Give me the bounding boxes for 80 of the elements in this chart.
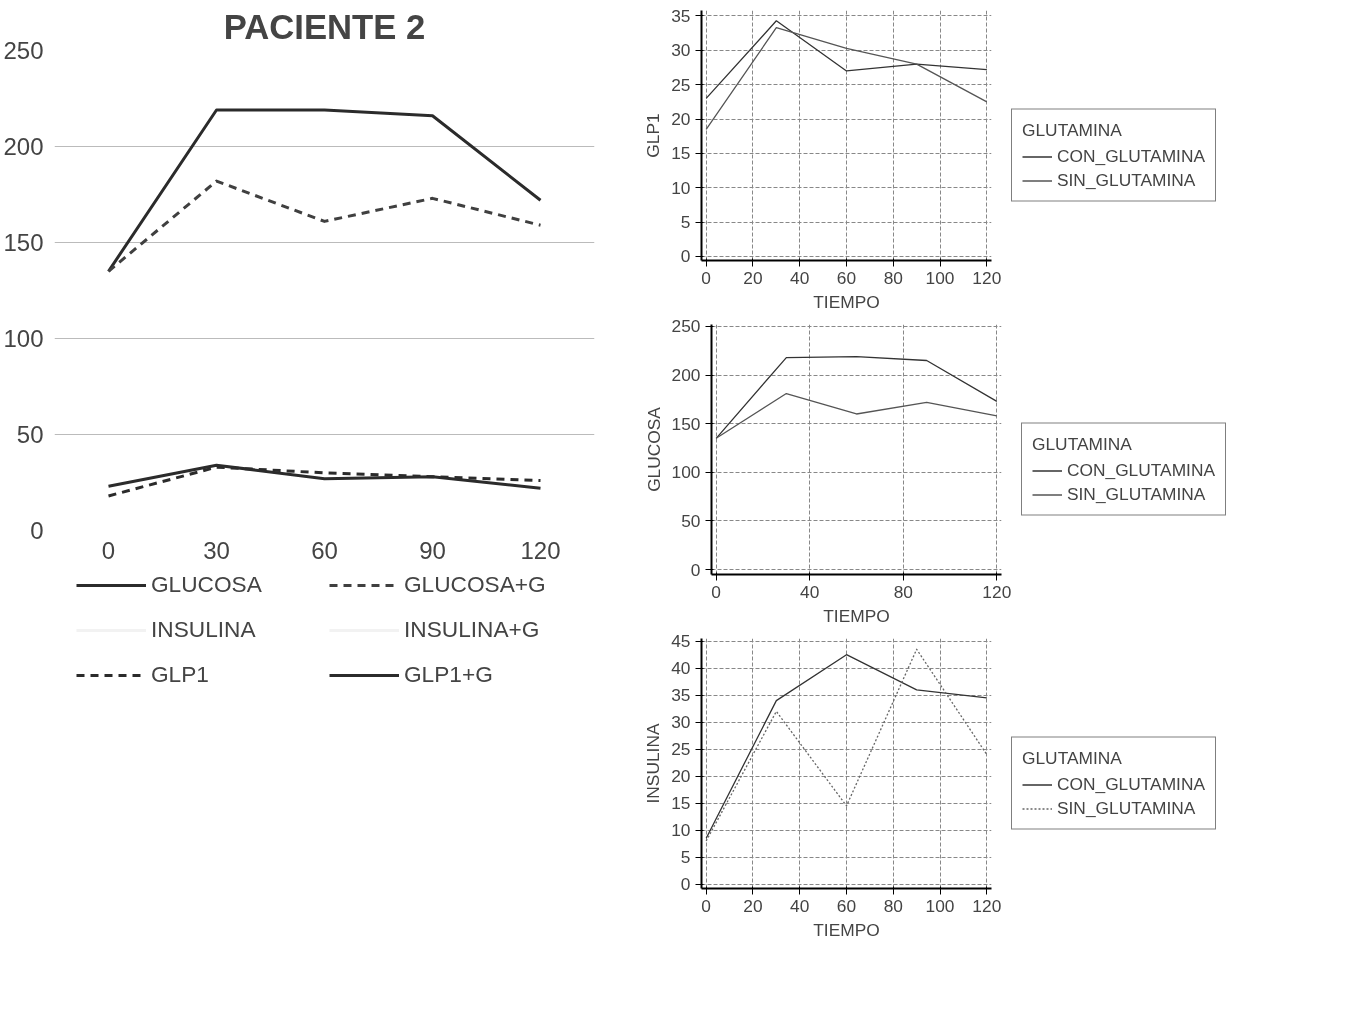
line-series: [107, 465, 542, 498]
legend-label: GLP1+G: [404, 661, 494, 688]
y-tick-label: 100: [671, 462, 701, 483]
x-tick-label: 40: [790, 895, 810, 916]
y-tick-label: 0: [690, 559, 701, 580]
x-axis-title: TIEMPO: [823, 605, 890, 626]
legend-title: GLUTAMINA: [1022, 747, 1123, 769]
x-tick-label: 120: [972, 267, 1002, 288]
x-tick-label: 120: [982, 581, 1012, 602]
y-tick-label: 20: [671, 766, 691, 787]
y-tick-label: 25: [671, 74, 691, 95]
y-tick-label: 0: [30, 517, 44, 544]
y-tick-label: 15: [671, 793, 691, 814]
x-tick-label: 120: [520, 536, 561, 564]
y-axis-title: INSULINA: [643, 723, 664, 804]
line-series: [705, 20, 988, 100]
y-tick-label: 150: [3, 229, 44, 256]
legend-label: SIN_GLUTAMINA: [1057, 169, 1196, 191]
y-tick-label: 30: [671, 40, 691, 61]
y-tick-label: 5: [680, 847, 691, 868]
x-tick-label: 0: [101, 536, 116, 564]
y-tick-label: 50: [16, 421, 44, 448]
x-tick-label: 40: [790, 267, 810, 288]
y-tick-label: 40: [671, 658, 691, 679]
legend-title: GLUTAMINA: [1022, 119, 1123, 141]
x-tick-label: 80: [883, 267, 903, 288]
x-tick-label: 30: [203, 536, 230, 564]
x-tick-label: 20: [743, 267, 763, 288]
y-tick-label: 10: [671, 177, 691, 198]
x-axis-title: TIEMPO: [813, 291, 880, 312]
x-tick-label: 60: [311, 536, 338, 564]
legend-label: GLP1: [151, 661, 210, 688]
chart-title: PACIENTE 2: [223, 7, 426, 46]
y-tick-label: 0: [680, 874, 691, 895]
legend-label: INSULINA+G: [404, 616, 541, 643]
y-tick-label: 250: [3, 37, 44, 64]
legend-label: INSULINA: [151, 616, 257, 643]
y-axis-title: GLUCOSA: [643, 406, 664, 492]
y-tick-label: 35: [671, 685, 691, 706]
y-tick-label: 50: [681, 511, 701, 531]
y-tick-label: 150: [671, 413, 701, 434]
line-series: [107, 179, 542, 273]
legend-label: CON_GLUTAMINA: [1057, 773, 1205, 795]
y-tick-label: 45: [671, 631, 691, 652]
x-tick-label: 80: [893, 581, 913, 602]
y-axis-title: GLP1: [643, 113, 664, 158]
x-tick-label: 20: [743, 895, 763, 916]
x-tick-label: 80: [883, 895, 903, 916]
line-series: [107, 108, 542, 273]
x-tick-label: 90: [419, 536, 446, 564]
y-tick-label: 200: [671, 365, 701, 386]
legend-label: GLUCOSA: [151, 571, 263, 598]
y-tick-label: 10: [671, 820, 691, 841]
legend-label: CON_GLUTAMINA: [1067, 459, 1215, 481]
x-tick-label: 100: [925, 267, 955, 288]
y-tick-label: 25: [671, 739, 691, 760]
x-tick-label: 60: [836, 895, 857, 916]
legend-label: SIN_GLUTAMINA: [1067, 483, 1206, 505]
y-tick-label: 20: [671, 109, 691, 130]
x-tick-label: 100: [925, 895, 955, 916]
y-tick-label: 30: [671, 712, 691, 733]
y-tick-label: 15: [671, 143, 691, 164]
x-tick-label: 0: [711, 581, 721, 602]
x-tick-label: 60: [836, 267, 857, 288]
y-tick-label: 0: [680, 246, 691, 267]
line-series: [705, 27, 988, 130]
line-series: [715, 392, 998, 439]
y-tick-label: 250: [671, 316, 701, 337]
x-tick-label: 40: [800, 581, 820, 602]
y-tick-label: 200: [3, 133, 44, 160]
y-tick-label: 100: [3, 325, 44, 352]
x-axis-title: TIEMPO: [813, 919, 880, 940]
y-tick-label: 35: [671, 5, 691, 26]
line-series: [715, 355, 998, 439]
legend-title: GLUTAMINA: [1032, 433, 1133, 455]
legend-label: CON_GLUTAMINA: [1057, 145, 1205, 167]
x-tick-label: 120: [972, 895, 1002, 916]
y-tick-label: 5: [680, 212, 691, 233]
legend-label: SIN_GLUTAMINA: [1057, 797, 1196, 819]
legend-label: GLUCOSA+G: [404, 571, 547, 598]
